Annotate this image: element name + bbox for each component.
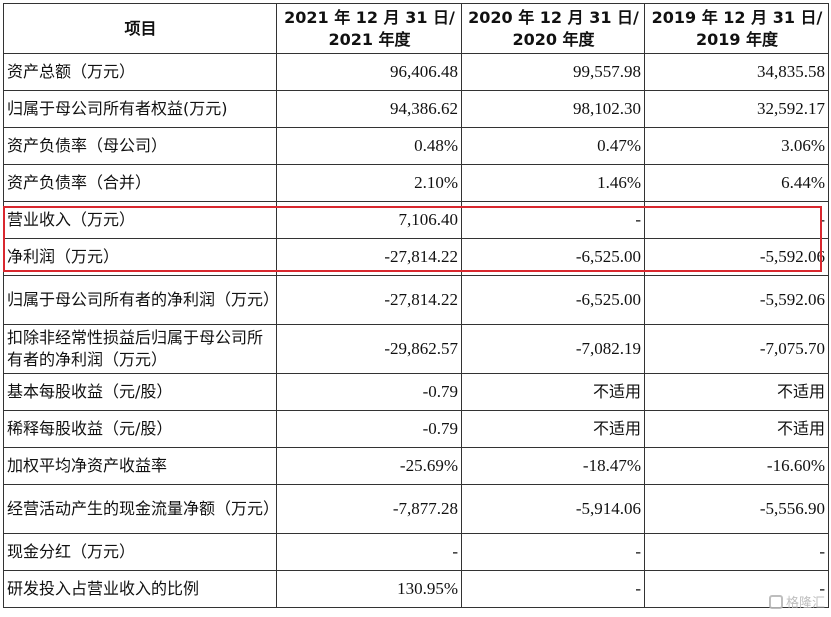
header-2021-line1: 2021 年 12 月 31 日/ xyxy=(284,7,455,27)
value-2019: -5,592.06 xyxy=(644,238,829,276)
value-2020: 1.46% xyxy=(461,164,645,202)
table-row: 扣除非经常性损益后归属于母公司所有者的净利润（万元） -29,862.57 -7… xyxy=(3,324,829,374)
row-label: 净利润（万元） xyxy=(3,238,277,276)
value-2020: -6,525.00 xyxy=(461,238,645,276)
header-2020-line1: 2020 年 12 月 31 日/ xyxy=(468,7,639,27)
value-2019: -16.60% xyxy=(644,447,829,485)
value-2020: - xyxy=(461,533,645,571)
financial-indicators-table: 项目 2021 年 12 月 31 日/ 2021 年度 2020 年 12 月… xyxy=(3,3,829,608)
table-row: 稀释每股收益（元/股） -0.79 不适用 不适用 xyxy=(3,410,829,448)
row-label: 扣除非经常性损益后归属于母公司所有者的净利润（万元） xyxy=(3,324,277,374)
value-2019: 不适用 xyxy=(644,373,829,411)
row-label: 归属于母公司所有者的净利润（万元） xyxy=(3,275,279,325)
row-label: 研发投入占营业收入的比例 xyxy=(3,570,277,608)
header-2021-line2: 2021 年度 xyxy=(328,29,411,49)
watermark-text: 格隆汇 xyxy=(785,596,825,611)
table-row: 资产总额（万元） 96,406.48 99,557.98 34,835.58 xyxy=(3,53,829,91)
table-row: 资产负债率（母公司） 0.48% 0.47% 3.06% xyxy=(3,127,829,165)
value-2021: 94,386.62 xyxy=(276,90,462,128)
header-item: 项目 xyxy=(3,3,277,54)
value-2020: - xyxy=(461,201,645,239)
value-2021: -27,814.22 xyxy=(276,275,462,325)
value-2020: -5,914.06 xyxy=(461,484,645,534)
table-row: 加权平均净资产收益率 -25.69% -18.47% -16.60% xyxy=(3,447,829,485)
header-2019: 2019 年 12 月 31 日/ 2019 年度 xyxy=(644,3,829,54)
watermark-logo-icon xyxy=(768,594,783,609)
row-label: 基本每股收益（元/股） xyxy=(3,373,277,411)
row-label: 资产负债率（母公司） xyxy=(3,127,277,165)
header-2020: 2020 年 12 月 31 日/ 2020 年度 xyxy=(461,3,645,54)
value-2021: - xyxy=(276,533,462,571)
value-2020: 0.47% xyxy=(461,127,645,165)
row-label: 加权平均净资产收益率 xyxy=(3,447,277,485)
header-2020-line2: 2020 年度 xyxy=(512,29,595,49)
value-2021: 0.48% xyxy=(276,127,462,165)
value-2019: -5,556.90 xyxy=(644,484,829,534)
value-2020: 99,557.98 xyxy=(461,53,645,91)
table-row: 经营活动产生的现金流量净额（万元） -7,877.28 -5,914.06 -5… xyxy=(3,484,829,534)
value-2021: 7,106.40 xyxy=(276,201,462,239)
table-row-highlighted: 营业收入（万元） 7,106.40 - - xyxy=(3,201,829,239)
value-2019: - xyxy=(644,201,829,239)
value-2019: 不适用 xyxy=(644,410,829,448)
value-2021: 130.95% xyxy=(276,570,462,608)
table-row: 归属于母公司所有者权益(万元) 94,386.62 98,102.30 32,5… xyxy=(3,90,829,128)
value-2021: -0.79 xyxy=(276,410,462,448)
value-2020: -7,082.19 xyxy=(461,324,645,374)
table-row: 归属于母公司所有者的净利润（万元） -27,814.22 -6,525.00 -… xyxy=(3,275,829,325)
value-2021: 2.10% xyxy=(276,164,462,202)
value-2019: -7,075.70 xyxy=(644,324,829,374)
header-2019-line1: 2019 年 12 月 31 日/ xyxy=(651,7,823,27)
value-2019: - xyxy=(644,570,829,608)
header-2019-line2: 2019 年度 xyxy=(695,29,779,49)
table-row: 研发投入占营业收入的比例 130.95% - - xyxy=(3,570,829,608)
row-label: 现金分红（万元） xyxy=(3,533,277,571)
value-2020: -6,525.00 xyxy=(461,275,645,325)
row-label: 资产负债率（合并） xyxy=(3,164,277,202)
value-2020: -18.47% xyxy=(461,447,645,485)
header-item-label: 项目 xyxy=(124,18,157,38)
value-2020: 98,102.30 xyxy=(461,90,645,128)
row-label: 营业收入（万元） xyxy=(3,201,277,239)
value-2021: 96,406.48 xyxy=(276,53,462,91)
value-2021: -25.69% xyxy=(276,447,462,485)
row-label: 经营活动产生的现金流量净额（万元） xyxy=(3,484,279,534)
row-label: 资产总额（万元） xyxy=(3,53,277,91)
value-2020: 不适用 xyxy=(461,373,645,411)
value-2021: -27,814.22 xyxy=(276,238,462,276)
table-row: 资产负债率（合并） 2.10% 1.46% 6.44% xyxy=(3,164,829,202)
row-label: 稀释每股收益（元/股） xyxy=(3,410,277,448)
value-2019: 32,592.17 xyxy=(644,90,829,128)
value-2020: - xyxy=(461,570,645,608)
table-row-highlighted: 净利润（万元） -27,814.22 -6,525.00 -5,592.06 xyxy=(3,238,829,276)
value-2019: 6.44% xyxy=(644,164,829,202)
table-row: 现金分红（万元） - - - xyxy=(3,533,829,571)
table-header-row: 项目 2021 年 12 月 31 日/ 2021 年度 2020 年 12 月… xyxy=(3,3,829,54)
value-2019: -5,592.06 xyxy=(644,275,829,325)
value-2021: -0.79 xyxy=(276,373,462,411)
value-2019: - xyxy=(644,533,829,571)
value-2019: 34,835.58 xyxy=(644,53,829,91)
table-row: 基本每股收益（元/股） -0.79 不适用 不适用 xyxy=(3,373,829,411)
row-label: 归属于母公司所有者权益(万元) xyxy=(3,90,277,128)
watermark: 格隆汇 xyxy=(768,592,825,611)
value-2021: -7,877.28 xyxy=(276,484,462,534)
header-2021: 2021 年 12 月 31 日/ 2021 年度 xyxy=(276,3,462,54)
value-2019: 3.06% xyxy=(644,127,829,165)
value-2021: -29,862.57 xyxy=(276,324,462,374)
value-2020: 不适用 xyxy=(461,410,645,448)
